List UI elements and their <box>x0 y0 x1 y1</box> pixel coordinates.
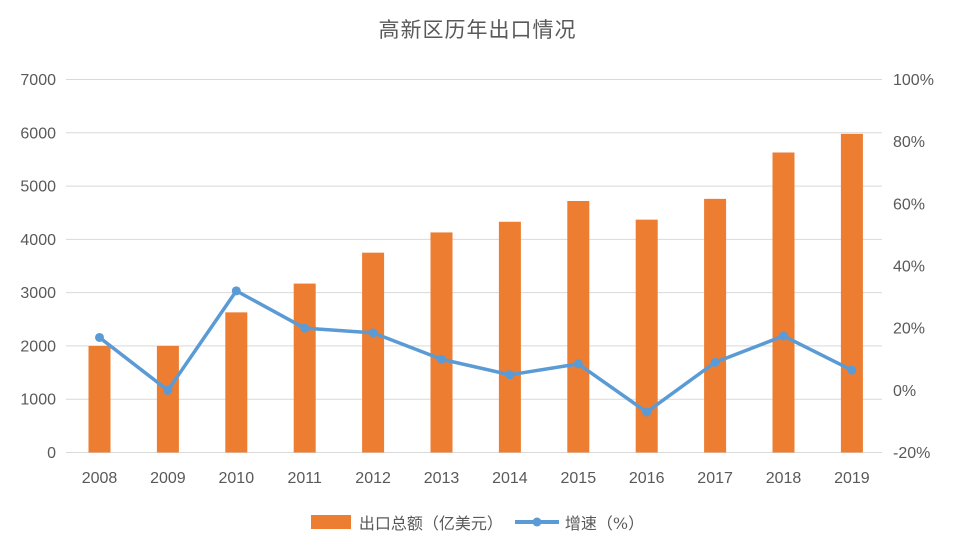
x-tick-label: 2011 <box>287 470 322 487</box>
growth-rate-marker <box>505 370 515 380</box>
chart-title: 高新区历年出口情况 <box>378 18 577 42</box>
bar-export-total <box>88 345 111 453</box>
bar-export-total <box>772 152 795 453</box>
x-tick-label: 2014 <box>492 470 528 487</box>
y-right-tick-label: 80% <box>893 134 925 151</box>
bar-export-total <box>704 198 727 453</box>
growth-rate-marker <box>779 331 788 341</box>
y-right-tick-label: 20% <box>893 321 925 338</box>
y-left-tick-label: 7000 <box>20 72 56 89</box>
bar-export-total <box>225 312 248 453</box>
growth-rate-marker <box>710 357 720 367</box>
bar-series-swatch-icon <box>310 515 351 529</box>
chart-legend: 出口总额（亿美元） 增速（%） <box>0 507 955 537</box>
y-right-tick-label: -20% <box>893 445 930 462</box>
growth-rate-marker <box>642 407 652 417</box>
legend-item-export-total: 出口总额（亿美元） <box>310 510 503 534</box>
bar-export-total <box>567 200 590 453</box>
growth-rate-marker <box>163 385 173 395</box>
y-left-tick-label: 6000 <box>20 125 56 142</box>
y-right-tick-label: 40% <box>893 259 925 276</box>
y-right-tick-label: 0% <box>893 383 916 400</box>
y-left-tick-label: 2000 <box>20 338 56 355</box>
bar-export-total <box>498 221 521 453</box>
bar-export-total <box>430 232 453 453</box>
bar-export-total <box>293 283 316 453</box>
line-series-swatch-icon <box>514 517 559 527</box>
growth-rate-line <box>97 289 854 414</box>
x-tick-label: 2010 <box>219 470 255 487</box>
growth-rate-marker <box>847 365 857 375</box>
bar-export-total <box>840 133 863 453</box>
x-tick-label: 2016 <box>629 470 665 487</box>
line-marker-dot-icon <box>532 517 542 527</box>
x-tick-label: 2009 <box>150 470 186 487</box>
y-left-tick-label: 1000 <box>20 392 56 409</box>
growth-rate-marker <box>437 354 446 364</box>
growth-rate-marker <box>573 359 583 369</box>
growth-rate-marker <box>300 323 310 333</box>
x-tick-label: 2018 <box>766 470 802 487</box>
x-tick-label: 2015 <box>561 470 597 487</box>
x-tick-label: 2017 <box>697 470 733 487</box>
legend-label-export-total: 出口总额（亿美元） <box>358 514 503 533</box>
bar-export-total <box>635 219 658 453</box>
x-tick-label: 2012 <box>355 470 391 487</box>
y-left-tick-label: 4000 <box>20 232 56 249</box>
y-right-tick-label: 100% <box>893 72 934 89</box>
legend-item-growth-rate: 增速（%） <box>514 510 645 534</box>
y-left-tick-label: 5000 <box>20 179 56 196</box>
legend-label-growth-rate: 增速（%） <box>564 514 645 533</box>
y-left-tick-label: 3000 <box>20 285 56 302</box>
growth-rate-marker <box>95 332 104 342</box>
growth-rate-marker <box>231 286 241 296</box>
x-tick-label: 2008 <box>82 470 118 487</box>
y-left-tick-label: 0 <box>47 445 56 462</box>
growth-rate-marker <box>368 328 378 338</box>
y-right-tick-label: 60% <box>893 196 925 213</box>
x-tick-label: 2019 <box>834 470 870 487</box>
bar-export-total <box>362 252 385 453</box>
bar-export-total <box>156 345 179 453</box>
x-tick-label: 2013 <box>424 470 460 487</box>
